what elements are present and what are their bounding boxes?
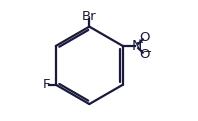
Text: +: +: [135, 38, 143, 48]
Text: N: N: [132, 39, 142, 53]
Text: F: F: [43, 78, 50, 91]
Text: −: −: [143, 47, 152, 57]
Text: O: O: [140, 48, 150, 61]
Text: O: O: [140, 31, 150, 44]
Text: Br: Br: [82, 10, 97, 23]
